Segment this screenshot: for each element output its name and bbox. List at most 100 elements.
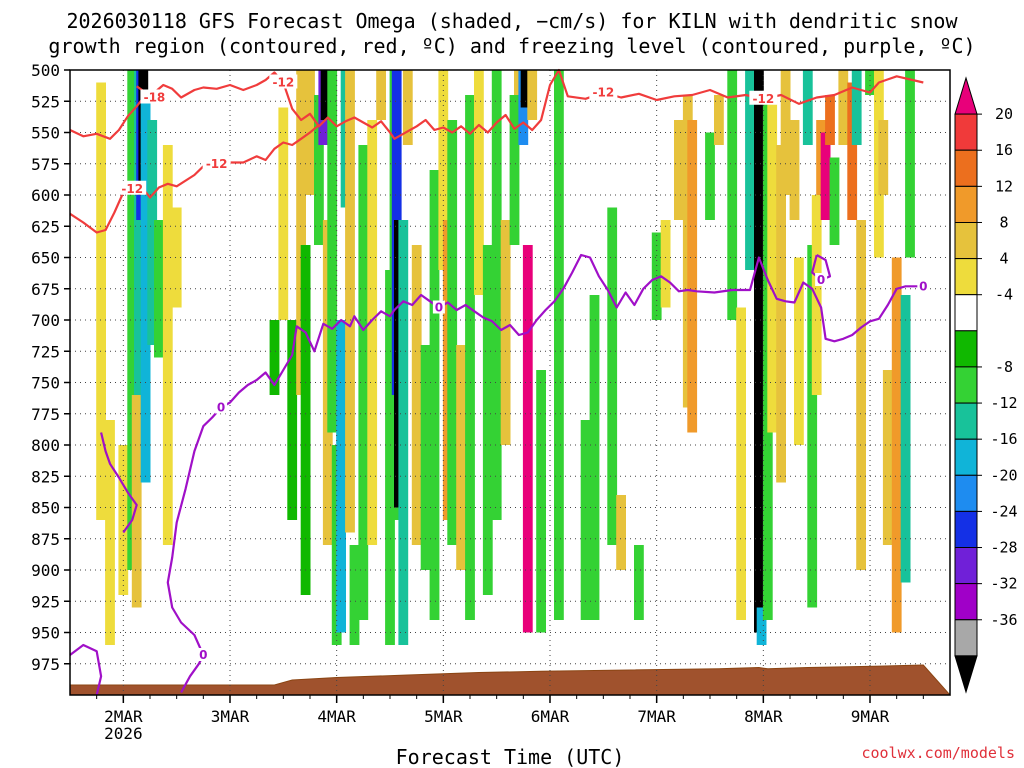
- dgz-label-1-1: -12: [206, 157, 228, 171]
- omega-cell-49: [500, 220, 511, 445]
- chart-title-line-2: growth region (contoured, red, ºC) and f…: [48, 34, 975, 58]
- colorbar-band-1: [954, 113, 978, 151]
- omega-cell-37: [402, 70, 413, 145]
- omega-cell-77: [776, 145, 786, 483]
- omega-cell-60: [607, 207, 618, 545]
- omega-cell-19: [314, 95, 324, 245]
- y-tick-label-2: 550: [31, 124, 60, 143]
- omega-cell-16: [296, 70, 306, 395]
- colorbar-band-6: [954, 294, 978, 332]
- x-tick-label-7: 9MAR: [851, 707, 890, 726]
- omega-cell-54: [522, 245, 533, 633]
- y-tick-label-16: 900: [31, 561, 60, 580]
- dgz-label-bg-2-0: [140, 89, 169, 104]
- dgz-label-1-0: -12: [121, 182, 143, 196]
- omega-cell-53: [520, 70, 531, 108]
- omega-cell-81: [802, 70, 813, 145]
- fz-label-0-3: 0: [919, 279, 927, 293]
- fz-label-bg-0-3: [917, 279, 930, 293]
- omega-cell-82: [807, 245, 818, 608]
- fz-label-bg-3-0: [815, 273, 828, 286]
- omega-cell-59: [589, 295, 600, 620]
- dgz-label-0-1: -12: [592, 86, 614, 100]
- contour-lines: -12 -12 -12 -12 -12 -18 0 0 0 0 0: [69, 68, 930, 696]
- omega-cell-36: [398, 220, 409, 645]
- terrain-surface: [69, 664, 952, 696]
- y-tick-label-3: 575: [31, 155, 60, 174]
- omega-cell-95: [882, 370, 893, 545]
- colorbar-band-4: [954, 222, 978, 260]
- omega-cell-23: [327, 70, 338, 433]
- y-tick-label-11: 775: [31, 405, 60, 424]
- credit-link[interactable]: coolwx.com/models: [861, 744, 1015, 762]
- y-tick-label-17: 925: [31, 592, 60, 611]
- fz-label-bg-0-0: [197, 648, 210, 661]
- omega-cell-4: [131, 395, 142, 608]
- y-tick-label-13: 825: [31, 467, 60, 486]
- colorbar-label-9: -20: [990, 466, 1017, 484]
- freezing-contour-2: [100, 432, 138, 534]
- colorbar-band-15: [954, 619, 978, 657]
- omega-cell-70: [727, 70, 738, 320]
- omega-cell-94: [878, 120, 889, 195]
- x-tick-sublabel-0: 2026: [104, 724, 143, 743]
- chart-title-line-1: 2026030118 GFS Forecast Omega (shaded, −…: [66, 9, 958, 33]
- colorbar-band-12: [954, 510, 978, 548]
- omega-cell-40: [429, 170, 440, 620]
- colorbar-label-4: 4: [999, 250, 1008, 268]
- y-tick-label-14: 850: [31, 499, 60, 518]
- omega-cell-65: [674, 120, 684, 220]
- omega-cell-57: [554, 70, 564, 620]
- colorbar-band-13: [954, 547, 978, 585]
- x-tick-label-3: 5MAR: [424, 707, 463, 726]
- colorbar: 20 16 12 8 4 -4 -8 -12 -16 -20 -24 -28 -32 -36: [954, 76, 1018, 694]
- omega-cell-85: [820, 132, 831, 220]
- y-tick-label-19: 975: [31, 655, 60, 674]
- y-tick-label-0: 500: [31, 61, 60, 80]
- colorbar-band-7: [954, 330, 978, 368]
- y-tick-label-5: 625: [31, 217, 60, 236]
- omega-cell-64: [660, 220, 671, 308]
- omega-cell-90: [851, 70, 862, 145]
- dgz-label-0-0: -12: [272, 76, 294, 90]
- omega-cell-73: [754, 70, 764, 633]
- dgz-label-bg-1-0: [118, 180, 147, 195]
- freezing-contour-1: [69, 643, 103, 696]
- colorbar-label-5: -4: [995, 286, 1013, 304]
- x-axis-label: Forecast Time (UTC): [396, 745, 625, 768]
- x-tick-label-4: 6MAR: [531, 707, 570, 726]
- omega-cell-56: [536, 370, 546, 633]
- colorbar-label-1: 16: [995, 141, 1013, 159]
- omega-cell-17: [300, 245, 311, 595]
- omega-cell-11: [162, 145, 173, 545]
- omega-cell-1: [105, 420, 115, 645]
- y-tick-label-6: 650: [31, 249, 60, 268]
- fz-label-0-1: 0: [217, 401, 225, 415]
- omega-cell-83: [811, 195, 822, 395]
- freezing-contour-0: [166, 253, 924, 694]
- dgz-contour-1: [69, 124, 320, 234]
- omega-cell-12: [171, 207, 182, 308]
- omega-cell-13: [269, 320, 280, 395]
- y-tick-label-4: 600: [31, 186, 60, 205]
- fz-label-bg-0-1: [215, 400, 228, 414]
- dgz-label-bg-1-1: [202, 155, 231, 170]
- omega-cell-79: [789, 120, 800, 220]
- omega-cell-47: [482, 245, 493, 595]
- omega-cell-80: [794, 257, 804, 445]
- colorbar-band-5: [954, 258, 978, 296]
- omega-cell-92: [865, 70, 875, 95]
- omega-cell-69: [714, 95, 724, 145]
- dgz-label-bg-0-0: [269, 74, 298, 89]
- chart-title: 2026030118 GFS Forecast Omega (shaded, −…: [48, 9, 975, 58]
- omega-cell-39: [420, 345, 431, 570]
- omega-cell-45: [465, 95, 475, 620]
- dgz-contour-0: [69, 68, 924, 140]
- colorbar-label-0: 20: [995, 105, 1013, 123]
- fz-label-0-0: 0: [199, 648, 207, 662]
- colorbar-band-3: [954, 185, 978, 223]
- x-tick-label-1: 3MAR: [211, 707, 250, 726]
- dgz-label-2-0: -18: [144, 91, 166, 105]
- colorbar-label-13: -36: [990, 611, 1017, 629]
- y-tick-label-7: 675: [31, 280, 60, 299]
